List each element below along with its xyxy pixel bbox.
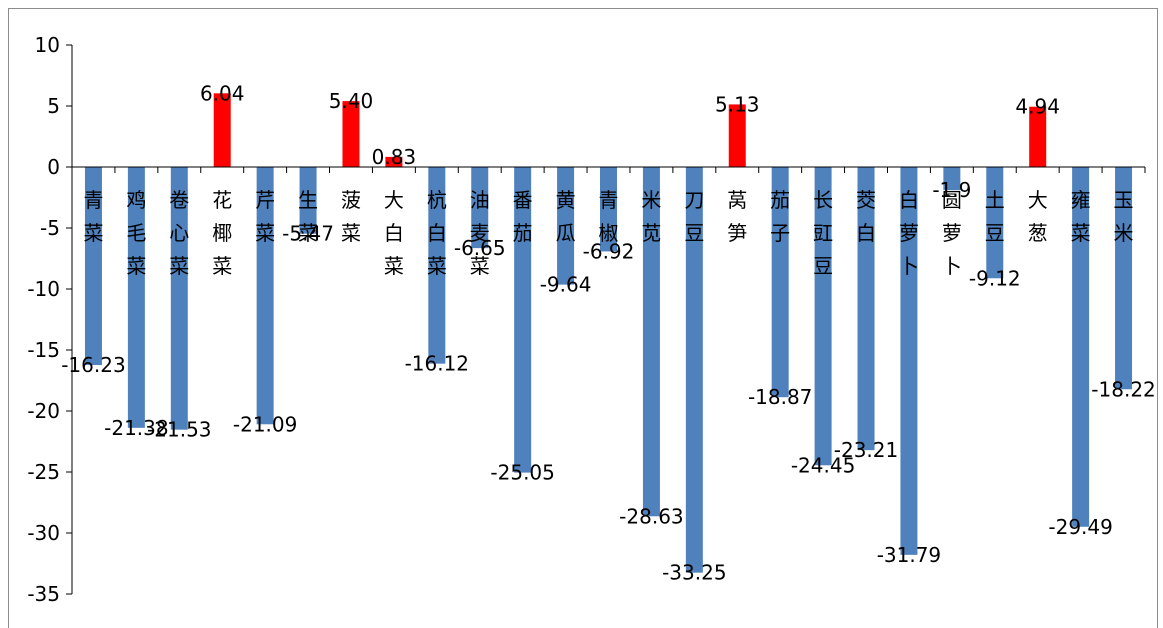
data-label: -24.45 [791, 453, 855, 477]
y-tick-label: -35 [27, 582, 60, 606]
x-category-label: 生菜 [298, 188, 318, 245]
x-category-label: 圆萝卜 [942, 188, 962, 278]
x-category-label: 卷心菜 [169, 188, 189, 278]
data-label: 5.40 [329, 89, 374, 113]
bar [299, 167, 317, 234]
bar [943, 167, 961, 191]
y-tick-label: -20 [27, 399, 60, 423]
data-label: -31.79 [877, 543, 941, 567]
data-labels: -16.23 -21.38-21.53 6.04 -21.09 -5.47 5.40 0.8… [61, 81, 1156, 584]
x-category-label: 番茄 [513, 188, 533, 245]
bar [1072, 167, 1090, 527]
bar [600, 167, 617, 252]
bar [170, 167, 188, 430]
x-category-label: 菠菜 [341, 188, 361, 245]
bar [814, 167, 832, 466]
data-label: -5.47 [282, 222, 334, 246]
x-category-label: 茄子 [770, 188, 790, 245]
bar [557, 167, 575, 285]
y-tick-label: -30 [27, 521, 60, 545]
bar [342, 101, 360, 167]
bar [1029, 106, 1047, 167]
data-label: -9.64 [540, 273, 592, 297]
x-category-label: 米苋 [641, 188, 661, 245]
data-label: -25.05 [490, 461, 554, 485]
x-category-label: 土豆 [985, 188, 1005, 245]
bar [471, 167, 489, 249]
data-label: -33.25 [662, 561, 726, 585]
bar [900, 167, 918, 555]
x-category-label: 杭白菜 [427, 188, 447, 278]
data-label: -21.38 [104, 416, 168, 440]
x-category-label: 玉米 [1114, 188, 1134, 245]
bar [213, 93, 231, 167]
x-category-label: 长豇豆 [813, 188, 833, 278]
x-category-label: 大葱 [1028, 188, 1048, 245]
x-category-label: 雍菜 [1071, 188, 1091, 245]
bar [256, 167, 274, 425]
x-category-label: 鸡毛菜 [126, 188, 146, 278]
x-category-label: 白萝卜 [899, 188, 919, 278]
x-category-label: 黄瓜 [556, 188, 576, 245]
x-category-label: 青菜 [83, 188, 103, 245]
data-label: -9.12 [969, 266, 1021, 290]
data-label: -28.63 [619, 504, 683, 528]
data-label: 6.04 [200, 81, 245, 105]
data-label: -21.09 [233, 412, 297, 436]
bar [771, 167, 789, 398]
data-label: 5.13 [715, 92, 760, 116]
bar [385, 156, 403, 167]
data-label: -16.23 [61, 353, 125, 377]
bar [857, 167, 875, 451]
bar [127, 167, 145, 428]
data-label: -6.92 [583, 239, 635, 263]
y-tick-label: 0 [47, 155, 60, 179]
y-tick-label: 5 [47, 94, 60, 118]
bar [986, 167, 1004, 279]
bar [685, 167, 703, 573]
y-tick-label: -10 [27, 277, 60, 301]
y-tick-label: -5 [40, 216, 60, 240]
bars [84, 93, 1133, 573]
bar [642, 167, 660, 517]
data-label: -6.65 [454, 236, 506, 260]
data-label: -23.21 [834, 438, 898, 462]
y-tick-label: -25 [27, 460, 60, 484]
bar [728, 104, 746, 167]
data-label: -21.53 [147, 418, 211, 442]
data-label: -18.87 [748, 385, 812, 409]
data-label: 0.83 [372, 145, 417, 169]
data-label: 4.94 [1015, 95, 1060, 119]
x-category-label: 刀豆 [684, 188, 704, 245]
data-label: -18.22 [1091, 377, 1155, 401]
x-category-label: 油麦菜 [470, 188, 490, 278]
x-category-label: 花椰菜 [212, 188, 232, 278]
x-category-label: 莴笋 [727, 188, 747, 245]
data-label: -1.9 [932, 178, 971, 202]
x-category-label: 芹菜 [255, 188, 275, 245]
bar [1115, 167, 1133, 390]
y-axis: 10 5 0 -5 -10 -15 -20 -25 -30 -35 [27, 33, 73, 606]
bar [428, 167, 446, 364]
y-tick-label: -15 [27, 338, 60, 362]
data-label: -16.12 [405, 352, 469, 376]
bar [84, 167, 102, 366]
x-category-label: 大白菜 [384, 188, 404, 278]
data-label: -29.49 [1048, 515, 1112, 539]
bar [514, 167, 532, 473]
chart-frame [8, 8, 1158, 628]
x-category-label: 青椒 [599, 188, 619, 245]
x-category-label: 茭白 [856, 188, 876, 245]
y-tick-label: 10 [35, 33, 60, 57]
